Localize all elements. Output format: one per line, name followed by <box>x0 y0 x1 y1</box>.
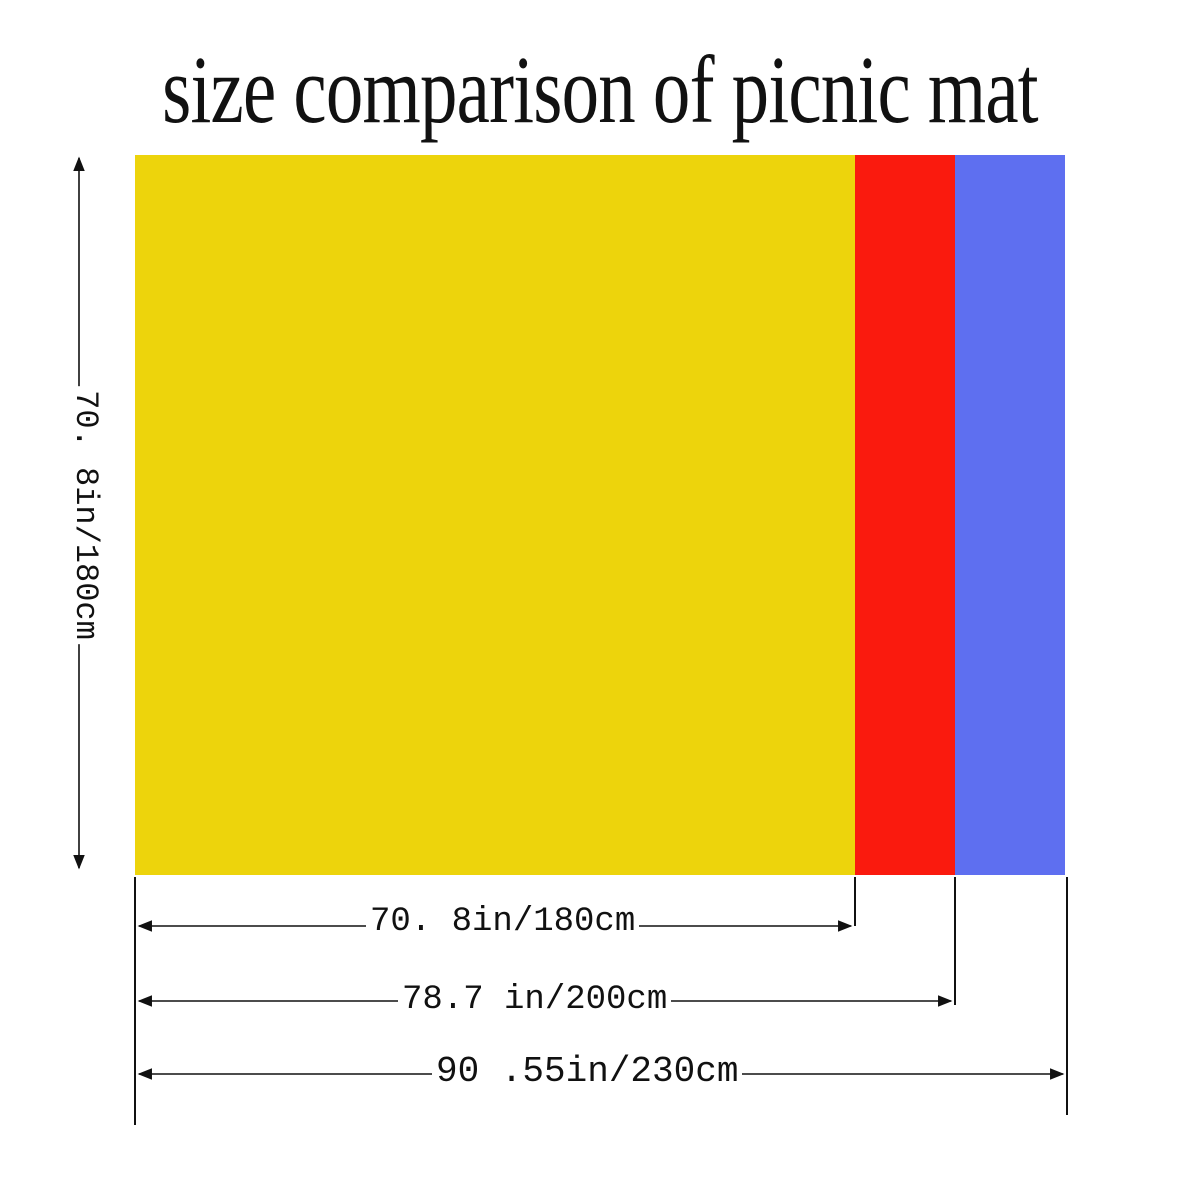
width-180-dimension-label: 70. 8in/180cm <box>366 902 640 942</box>
mat-red-region <box>855 155 955 875</box>
mat-blue-region <box>955 155 1065 875</box>
mat-yellow-region <box>135 155 855 875</box>
width-230-dimension-label: 90 .55in/230cm <box>432 1052 743 1092</box>
width-200-dimension-label: 78.7 in/200cm <box>398 980 672 1020</box>
height-dimension-label: 70. 8in/180cm <box>65 386 105 644</box>
diagram-title: size comparison of picnic mat <box>162 36 1038 143</box>
